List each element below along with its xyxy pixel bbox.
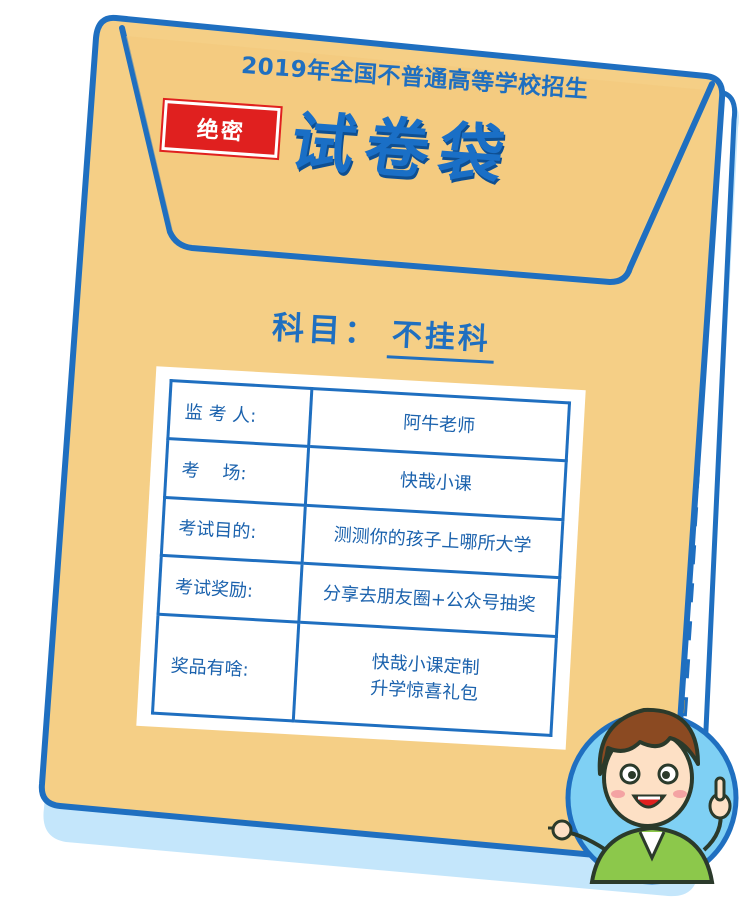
row-key: 考试目的: bbox=[161, 497, 306, 564]
cartoon-boy-icon bbox=[548, 707, 739, 885]
row-key: 奖品有啥: bbox=[152, 613, 299, 721]
secret-stamp: 绝密 bbox=[161, 100, 281, 158]
row-key: 监 考 人: bbox=[167, 380, 312, 447]
info-card: 监 考 人: 阿牛老师 考 场: 快哉小课 考试目的: 测测你的孩子上哪所大学 … bbox=[136, 366, 586, 750]
row-key: 考 场: bbox=[164, 438, 309, 506]
row-key: 考试奖励: bbox=[158, 555, 303, 622]
row-value: 快哉小课定制 升学惊喜礼包 bbox=[293, 621, 557, 736]
subject-label: 科目： bbox=[271, 308, 382, 352]
table-row: 奖品有啥: 快哉小课定制 升学惊喜礼包 bbox=[152, 613, 557, 736]
subject-value: 不挂科 bbox=[386, 309, 497, 364]
info-table: 监 考 人: 阿牛老师 考 场: 快哉小课 考试目的: 测测你的孩子上哪所大学 … bbox=[150, 379, 572, 737]
bag-title: 试卷袋 bbox=[284, 105, 520, 195]
